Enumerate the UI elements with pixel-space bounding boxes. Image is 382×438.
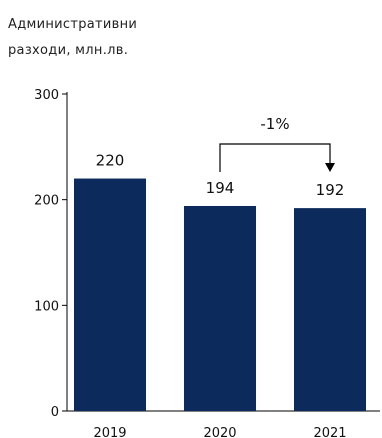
y-tick-label: 300 bbox=[34, 88, 59, 103]
chart-title-line-2: разходи, млн.лв. bbox=[8, 43, 128, 58]
y-tick-label: 100 bbox=[34, 299, 59, 314]
bar-2020 bbox=[184, 206, 256, 411]
bars-group bbox=[74, 178, 366, 411]
x-tick-label-2020: 2020 bbox=[203, 426, 236, 438]
x-tick-labels: 2019 2020 2021 bbox=[93, 426, 346, 438]
data-label-2021: 192 bbox=[316, 181, 345, 199]
chart-title-line-1: Административни bbox=[8, 17, 137, 32]
change-arrow-head bbox=[325, 163, 335, 172]
data-labels: 220 194 192 bbox=[96, 152, 345, 200]
bar-2019 bbox=[74, 178, 146, 411]
x-tick-label-2019: 2019 bbox=[93, 426, 126, 438]
y-axis: 0 100 200 300 bbox=[34, 88, 68, 420]
change-label: -1% bbox=[260, 115, 289, 133]
data-label-2020: 194 bbox=[206, 179, 235, 197]
y-tick-label: 200 bbox=[34, 194, 59, 209]
change-bracket bbox=[219, 143, 331, 172]
data-label-2019: 220 bbox=[96, 152, 125, 170]
change-annotation: -1% bbox=[219, 115, 335, 172]
x-tick-label-2021: 2021 bbox=[313, 426, 346, 438]
bar-2021 bbox=[294, 208, 366, 411]
y-tick-label: 0 bbox=[51, 405, 59, 420]
